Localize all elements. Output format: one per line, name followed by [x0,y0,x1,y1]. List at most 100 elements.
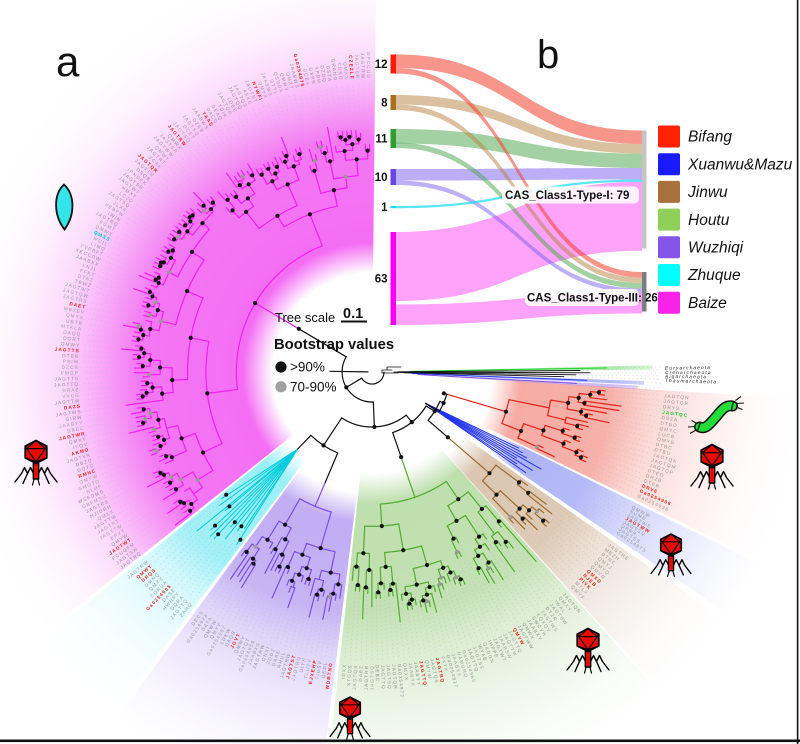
svg-text:Bootstrap values: Bootstrap values [274,337,394,353]
svg-text:DQRT: DQRT [63,336,81,343]
svg-text:STGQS: STGQS [346,664,353,686]
svg-text:1: 1 [381,202,388,214]
svg-text:QMYC: QMYC [659,426,678,434]
svg-text:Thaumarchaeota: Thaumarchaeota [665,378,718,385]
svg-text:JAGTTQ: JAGTTQ [418,660,427,686]
svg-text:YPDH: YPDH [314,66,322,84]
svg-text:Jinwu: Jinwu [687,184,728,201]
svg-text:JAABYX: JAABYX [408,662,416,687]
svg-text:JAGTRS: JAGTRS [63,294,89,305]
svg-text:QMYB: QMYB [657,436,676,445]
svg-text:TIUSV: TIUSV [315,660,323,680]
svg-text:DTBU: DTBU [654,447,672,456]
svg-text:DAZS: DAZS [64,404,82,411]
svg-text:ZDOZ: ZDOZ [266,647,276,665]
svg-text:b: b [537,33,559,77]
svg-text:DABZ: DABZ [358,665,364,682]
svg-text:DBZQ: DBZQ [75,458,93,468]
svg-text:Zhuque: Zhuque [687,267,741,284]
svg-text:AKMO: AKMO [71,447,90,457]
svg-text:JAGTQC: JAGTQC [662,410,689,419]
svg-text:IDXX: IDXX [341,663,347,679]
svg-text:DCEA: DCEA [302,68,311,86]
svg-text:JAGTSR: JAGTSR [354,54,360,79]
svg-text:JAGTTQ: JAGTTQ [54,382,79,388]
svg-text:DTAZ: DTAZ [77,273,94,283]
svg-text:JAGTRQ: JAGTRQ [291,655,302,681]
svg-text:GTTL: GTTL [269,79,279,96]
svg-text:DRV6: DRV6 [641,483,658,494]
svg-text:UBTR: UBTR [66,318,84,326]
svg-text:DTBC: DTBC [655,442,673,451]
svg-text:DTEB: DTEB [643,478,661,489]
svg-text:PSIW: PSIW [63,359,80,365]
svg-text:GRANG: GRANG [330,58,338,81]
svg-text:IYQV: IYQV [72,442,88,451]
svg-text:LNJL: LNJL [82,263,98,273]
svg-text:JAGTSQ: JAGTSQ [386,664,392,690]
svg-text:DAAE: DAAE [271,649,281,667]
svg-text:QMYX: QMYX [257,81,268,100]
svg-text:JAGTTS: JAGTTS [55,347,80,354]
svg-text:Xuanwu&Mazu: Xuanwu&Mazu [687,156,793,173]
svg-text:RMNC: RMNC [78,468,97,479]
svg-text:DZCR: DZCR [62,365,79,370]
svg-text:WDBTNO: WDBTNO [325,662,334,690]
svg-text:JAABXX: JAABXX [451,653,463,678]
svg-text:DTEO: DTEO [647,468,665,479]
svg-text:WYAB: WYAB [477,644,488,662]
svg-text:QMXY: QMXY [285,72,295,91]
svg-text:QSDDX: QSDDX [273,71,285,94]
svg-text:Tree scale: Tree scale [275,310,335,325]
svg-text:JAGTRR: JAGTRR [364,665,369,690]
svg-text:JAGTQS: JAGTQS [429,658,439,684]
svg-text:VVCG: VVCG [62,393,80,399]
svg-text:GXPR: GXPR [308,67,316,85]
svg-text:LIMQ: LIMQ [90,241,107,252]
svg-text:JAGTRQ: JAGTRQ [435,657,446,684]
svg-text:QEDL: QEDL [321,661,329,679]
svg-text:63: 63 [375,274,388,286]
svg-text:QMYW: QMYW [424,659,433,679]
svg-text:JAGTQN: JAGTQN [664,393,690,400]
svg-text:Houtu: Houtu [688,212,730,229]
svg-text:Ga0254972: Ga0254972 [397,663,405,698]
svg-text:Aigarchaeota: Aigarchaeota [664,374,707,381]
svg-text:QMXX: QMXX [343,62,350,81]
svg-text:ONXI: ONXI [261,645,271,662]
svg-text:UIYH: UIYH [299,657,307,673]
svg-text:WUIL: WUIL [92,236,109,248]
svg-text:QMXX: QMXX [402,663,409,682]
svg-text:NLHF: NLHF [86,483,103,494]
svg-text:JAGTSR: JAGTSR [66,452,91,464]
svg-text:JAABYY: JAABYY [413,661,422,686]
svg-text:JAGTQW: JAGTQW [62,287,89,299]
svg-text:LUCB: LUCB [658,431,676,439]
svg-text:OPCCUG: OPCCUG [366,52,371,79]
svg-text:FKTK: FKTK [440,656,449,673]
svg-text:CAS_Class1-Type-III: 26: CAS_Class1-Type-III: 26 [527,293,658,305]
svg-text:GIRW: GIRW [65,415,83,423]
svg-text:MTKLA: MTKLA [61,323,83,331]
svg-text:QMWY: QMWY [279,72,289,92]
svg-text:Euryarchaeota: Euryarchaeota [665,365,711,372]
svg-text:DRAZ: DRAZ [62,387,79,393]
svg-text:JAGTQR: JAGTQR [391,664,398,690]
svg-text:JAGTQR: JAGTQR [663,399,689,407]
svg-text:JAGTWT: JAGTWT [65,282,91,294]
svg-text:QMYW: QMYW [79,473,99,485]
svg-text:JAGTWR: JAGTWR [59,431,86,441]
svg-text:JAGTTS: JAGTTS [54,376,79,382]
svg-text:DQTC: DQTC [77,463,95,473]
svg-text:JAGTWS: JAGTWS [55,409,82,417]
svg-text:FMGP: FMGP [61,371,79,376]
svg-text:DBEC: DBEC [67,425,85,433]
svg-text:DRZB: DRZB [645,473,663,484]
svg-text:QMYX: QMYX [66,312,85,320]
svg-text:FFKT: FFKT [79,268,96,278]
svg-text:MBZEV: MBZEV [63,306,85,315]
svg-text:JAABWS: JAABWS [289,63,300,89]
svg-text:DAET: DAET [69,301,87,310]
svg-text:DSZA: DSZA [661,415,678,423]
svg-text:Bifang: Bifang [688,129,732,146]
